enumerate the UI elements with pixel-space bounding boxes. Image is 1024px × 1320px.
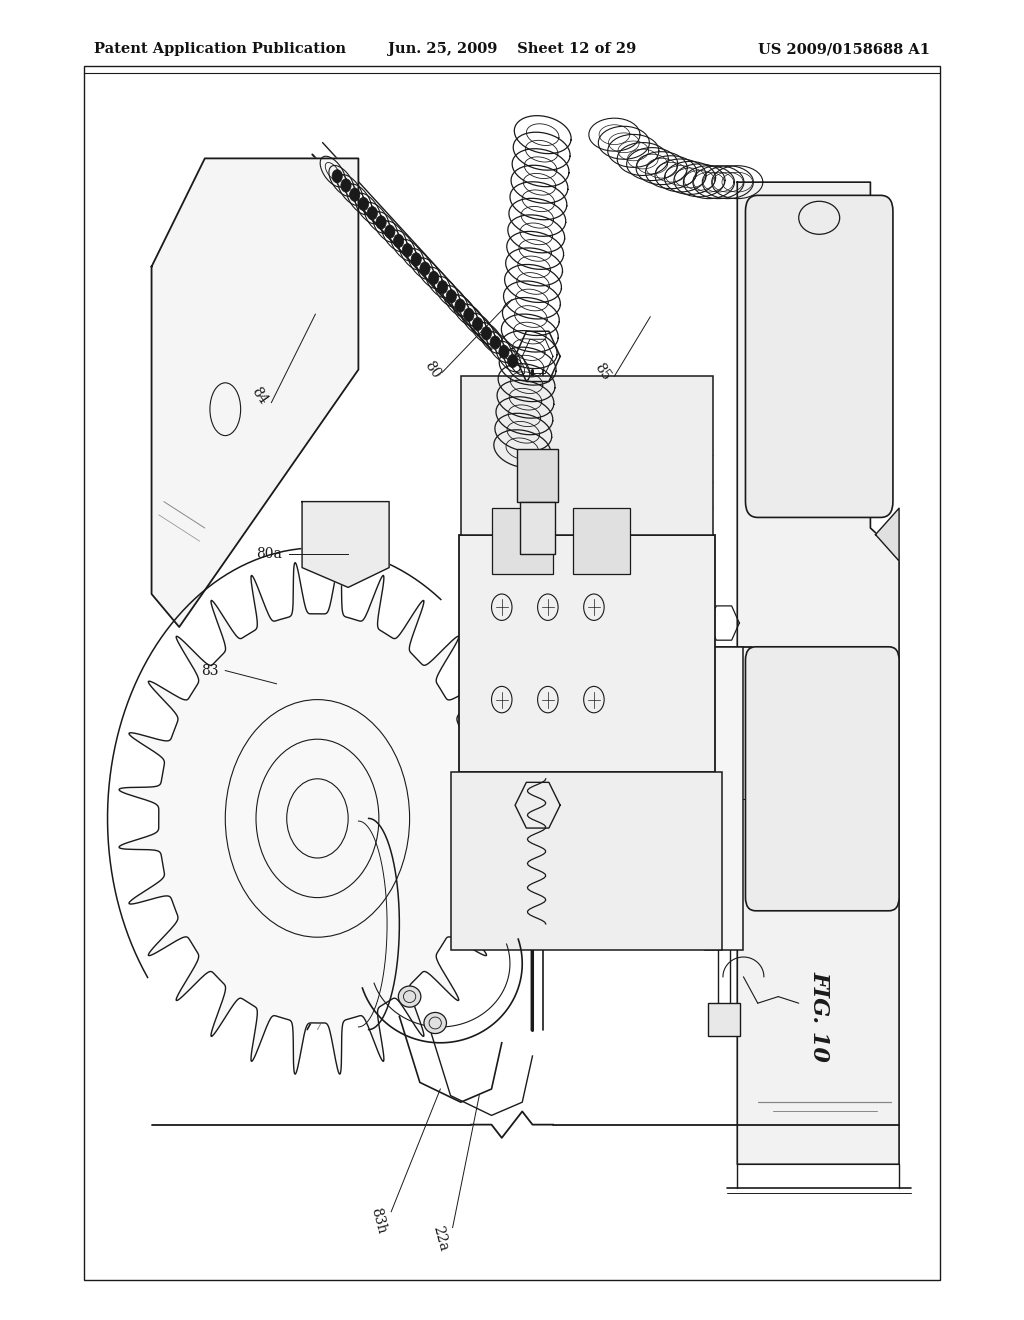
Circle shape: [464, 308, 474, 321]
Bar: [451, 772, 722, 950]
Circle shape: [376, 216, 386, 230]
Text: Patent Application Publication: Patent Application Publication: [94, 42, 346, 57]
Circle shape: [429, 272, 439, 285]
Polygon shape: [152, 158, 358, 627]
Text: 22a: 22a: [430, 1224, 451, 1253]
Circle shape: [341, 180, 351, 191]
Text: 80: 80: [421, 359, 443, 380]
Circle shape: [402, 244, 413, 256]
Circle shape: [385, 226, 395, 238]
Polygon shape: [737, 182, 899, 1164]
Bar: [517, 449, 558, 502]
Circle shape: [481, 326, 492, 339]
Bar: [573, 508, 630, 574]
Circle shape: [393, 235, 403, 248]
Circle shape: [446, 290, 457, 302]
Text: US 2009/0158688 A1: US 2009/0158688 A1: [758, 42, 930, 57]
Polygon shape: [302, 502, 389, 587]
Polygon shape: [876, 508, 899, 561]
FancyBboxPatch shape: [745, 647, 899, 911]
Text: 83: 83: [201, 664, 219, 677]
Ellipse shape: [424, 1012, 446, 1034]
Circle shape: [358, 198, 369, 210]
Circle shape: [411, 253, 421, 267]
Circle shape: [508, 354, 518, 367]
Polygon shape: [119, 562, 516, 1074]
Circle shape: [499, 345, 509, 358]
Bar: [459, 535, 715, 772]
Text: 80a: 80a: [256, 548, 283, 561]
Bar: [705, 647, 743, 950]
Ellipse shape: [398, 986, 421, 1007]
Bar: [492, 508, 553, 574]
Circle shape: [420, 261, 430, 275]
Bar: [708, 1003, 740, 1036]
Bar: [520, 502, 555, 554]
Circle shape: [455, 298, 465, 312]
Text: 85: 85: [591, 362, 613, 383]
Text: FIG. 10: FIG. 10: [808, 972, 830, 1061]
Circle shape: [332, 170, 342, 182]
Text: 83h: 83h: [369, 1206, 389, 1236]
Text: 84: 84: [248, 384, 270, 408]
Bar: [84, 66, 940, 1280]
Circle shape: [437, 281, 447, 293]
Bar: [461, 376, 713, 535]
Circle shape: [368, 207, 378, 219]
Circle shape: [490, 335, 501, 348]
Text: Jun. 25, 2009  Sheet 12 of 29: Jun. 25, 2009 Sheet 12 of 29: [388, 42, 636, 57]
Circle shape: [472, 317, 482, 330]
Circle shape: [349, 189, 359, 202]
FancyBboxPatch shape: [745, 195, 893, 517]
